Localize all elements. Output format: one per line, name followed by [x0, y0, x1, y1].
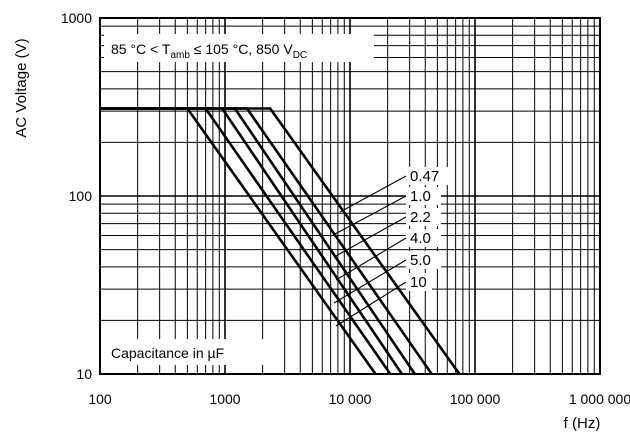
curve-label-4-0: 4.0 — [410, 230, 431, 247]
leader-line-1-0 — [334, 195, 407, 235]
curve-label-1-0: 1.0 — [410, 188, 431, 205]
x-tick-label: 1000 — [209, 391, 240, 407]
y-axis-label: AC Voltage (V) — [13, 38, 30, 137]
y-tick-label: 100 — [69, 188, 93, 204]
curve-label-bg-2-2 — [406, 208, 441, 226]
legend-title-box — [106, 339, 266, 365]
x-tick-label: 10 000 — [329, 391, 372, 407]
series-line-2-2 — [100, 107, 416, 375]
curve-label-bg-5-0 — [406, 251, 441, 269]
curve-label-10: 10 — [410, 274, 427, 291]
leader-line-4-0 — [335, 237, 407, 281]
leader-line-10 — [335, 281, 407, 327]
curve-label-2-2: 2.2 — [410, 209, 431, 226]
tick-labels: 100 1000 10 000 100 000 1 000 000 10 100 1000 — [61, 10, 630, 407]
series-line-4-0 — [100, 107, 403, 375]
condition-sub-amb: amb — [170, 50, 190, 61]
leader-line-2-2 — [333, 216, 407, 258]
curve-label-5-0: 5.0 — [410, 252, 431, 269]
y-tick-label: 1000 — [61, 10, 92, 26]
curve-label-bg-0-47 — [406, 167, 450, 185]
legend-title: Capacitance in µF — [111, 345, 224, 361]
condition-box — [104, 34, 374, 62]
x-tick-label: 100 — [88, 391, 112, 407]
x-tick-label: 100 000 — [450, 391, 501, 407]
grid — [99, 18, 600, 375]
curve-label-0-47: 0.47 — [410, 168, 439, 185]
curve-labels: 0.47 1.0 2.2 4.0 5.0 10 — [333, 167, 450, 327]
condition-sub-dc: DC — [293, 50, 307, 61]
plot-frame — [99, 17, 601, 375]
series-line-1-0 — [100, 107, 433, 375]
x-tick-label: 1 000 000 — [569, 391, 630, 407]
y-tick-label: 10 — [76, 366, 92, 382]
condition-middle: ≤ 105 °C, 850 V — [190, 41, 293, 57]
condition-text: 85 °C < Tamb ≤ 105 °C, 850 VDC — [111, 41, 307, 61]
condition-prefix: 85 °C < T — [111, 41, 171, 57]
curves — [100, 107, 461, 375]
curve-label-bg-4-0 — [406, 229, 441, 247]
curve-label-bg-1-0 — [406, 187, 441, 205]
x-axis-label: f (Hz) — [564, 415, 601, 432]
curve-label-bg-10 — [406, 273, 432, 291]
leader-line-5-0 — [333, 259, 407, 304]
leader-line-0-47 — [339, 175, 407, 213]
series-line-10 — [100, 107, 377, 375]
